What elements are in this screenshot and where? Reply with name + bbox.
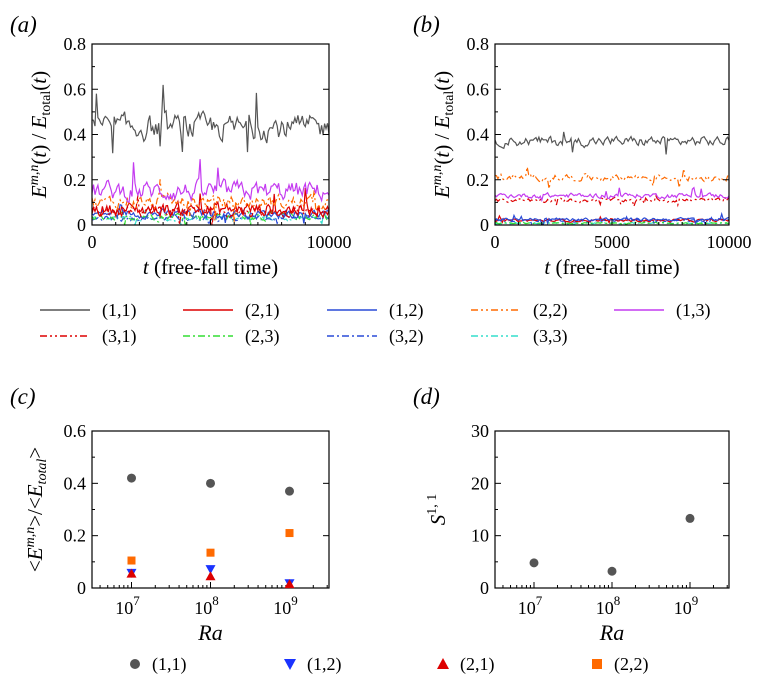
y-tick-label: 0.6 xyxy=(64,79,87,99)
panel-d: 0 10 20 30 107 108 109 Ra S1, 1 (d) xyxy=(413,384,730,645)
y-tick-label: 0.2 xyxy=(467,170,490,190)
legend-label: (1,1) xyxy=(102,300,137,321)
x-axis-label: t (free-fall time) xyxy=(544,255,679,279)
data-point-22 xyxy=(285,529,294,538)
x-axis-label: Ra xyxy=(197,620,222,645)
data-point-12 xyxy=(205,565,216,575)
y-axis-label: Em,n(t) / Etotal(t) xyxy=(430,71,457,199)
data-point-22 xyxy=(127,556,136,565)
legend-label: (2,2) xyxy=(533,300,568,321)
y-axis-label: S1, 1 xyxy=(425,494,450,526)
x-tick-label: 109 xyxy=(674,593,699,618)
data-point-11 xyxy=(127,473,136,483)
x-tick-label: 5000 xyxy=(193,232,229,252)
panel-label: (a) xyxy=(10,12,37,37)
panel-label: (b) xyxy=(413,12,440,37)
data-point-21 xyxy=(126,568,137,578)
y-tick-label: 0.8 xyxy=(64,34,87,54)
legend-label: (2,3) xyxy=(245,326,280,347)
series-line-22 xyxy=(494,166,730,189)
legend-label: (1,3) xyxy=(676,300,711,321)
x-tick-label: 10000 xyxy=(307,232,352,252)
panel-a: 0 0.2 0.4 0.6 0.8 0 5000 10000 t (free-fall time… xyxy=(10,12,352,279)
legend-marker-11 xyxy=(130,659,140,669)
x-tick-label: 107 xyxy=(518,593,543,618)
legend-label: (2,2) xyxy=(614,654,649,675)
y-tick-label: 0.6 xyxy=(64,421,87,441)
marker-legend: (1,1) (1,2) (2,1) (2,2) xyxy=(130,654,649,675)
data-point-22 xyxy=(206,548,215,557)
series-line-21 xyxy=(91,187,330,219)
legend-label: (1,2) xyxy=(307,654,342,675)
legend-label: (2,1) xyxy=(460,654,495,675)
x-tick-label: 108 xyxy=(194,593,219,618)
y-tick-label: 0.4 xyxy=(467,125,490,145)
y-tick-label: 0.8 xyxy=(467,34,490,54)
series-line-13 xyxy=(494,186,730,203)
series-line-13 xyxy=(91,159,330,203)
data-point-21 xyxy=(284,579,295,589)
data-point-11 xyxy=(529,558,539,568)
legend-marker-12 xyxy=(284,659,296,670)
x-tick-label: 0 xyxy=(88,232,97,252)
legend-label: (1,1) xyxy=(152,654,187,675)
x-tick-label: 5000 xyxy=(594,232,630,252)
data-point-11 xyxy=(607,566,617,576)
y-tick-label: 0.6 xyxy=(467,79,490,99)
panel-label: (c) xyxy=(10,384,36,409)
legend-label: (3,1) xyxy=(102,326,137,347)
x-tick-label: 10000 xyxy=(707,232,752,252)
x-tick-label: 108 xyxy=(596,593,621,618)
y-tick-label: 0 xyxy=(480,215,489,235)
y-tick-label: 10 xyxy=(471,526,489,546)
y-tick-label: 30 xyxy=(471,421,489,441)
y-tick-label: 0.2 xyxy=(64,526,87,546)
y-tick-label: 0.2 xyxy=(64,170,87,190)
y-tick-label: 0.4 xyxy=(64,473,87,493)
y-tick-label: 0 xyxy=(77,215,86,235)
panel-label: (d) xyxy=(413,384,440,409)
y-axis-label: Em,n(t) / Etotal(t) xyxy=(27,71,54,199)
series-line-11 xyxy=(494,131,730,155)
legend-marker-22 xyxy=(592,659,602,669)
series-line-31 xyxy=(494,193,730,209)
x-axis-label: t (free-fall time) xyxy=(143,255,278,279)
y-tick-label: 20 xyxy=(471,473,489,493)
panel-b: 0 0.2 0.4 0.6 0.8 0 5000 10000 t (free-fall time… xyxy=(413,12,752,279)
y-tick-label: 0.4 xyxy=(64,125,87,145)
series-line-11 xyxy=(91,84,330,154)
data-point-21 xyxy=(205,571,216,581)
x-axis-label: Ra xyxy=(599,620,624,645)
data-point-11 xyxy=(685,513,695,523)
legend-label: (3,3) xyxy=(533,326,568,347)
legend-label: (1,2) xyxy=(389,300,424,321)
x-tick-label: 107 xyxy=(115,593,140,618)
panel-c: 0 0.2 0.4 0.6 107 108 109 Ra <Em,n>/<Etotal> (c) xyxy=(10,384,330,645)
data-point-11 xyxy=(285,486,294,496)
series-line-22 xyxy=(91,179,330,223)
data-point-11 xyxy=(206,478,215,488)
legend-label: (2,1) xyxy=(245,300,280,321)
y-tick-label: 0 xyxy=(77,578,86,598)
line-legend: (1,1) (2,1) (1,2) (2,2) (1,3) (3,1) (2,3) (3,2)… xyxy=(40,300,711,347)
x-tick-label: 0 xyxy=(491,232,500,252)
series-line-23 xyxy=(91,210,330,226)
x-tick-label: 109 xyxy=(273,593,298,618)
legend-marker-21 xyxy=(437,658,449,669)
y-axis-label: <Em,n>/<Etotal> xyxy=(23,447,50,572)
y-tick-label: 0 xyxy=(480,578,489,598)
legend-label: (3,2) xyxy=(389,326,424,347)
